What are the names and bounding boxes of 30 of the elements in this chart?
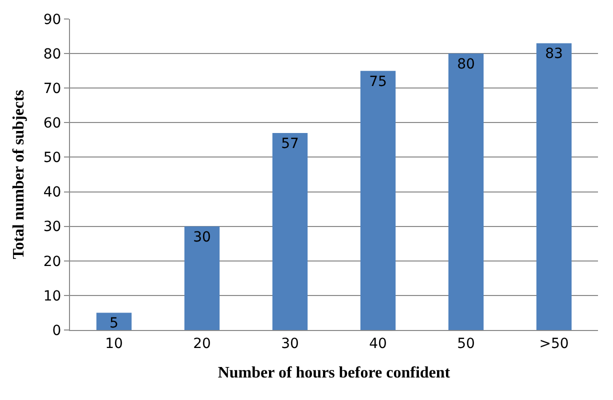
data-label: 5 (110, 316, 118, 332)
x-tick-label: 40 (369, 336, 387, 352)
y-tick-label: 70 (43, 81, 62, 98)
y-tick-label: 0 (52, 322, 62, 339)
y-tick-label: 60 (43, 116, 62, 132)
y-tick-label: 40 (43, 184, 62, 201)
bar (96, 312, 132, 330)
x-tick-label: 20 (193, 336, 211, 352)
x-tick-label: >50 (539, 336, 569, 352)
bar (184, 226, 220, 330)
y-tick-label: 90 (43, 12, 62, 28)
bar (536, 43, 572, 330)
data-label: 57 (281, 136, 299, 152)
y-tick-label: 10 (43, 288, 62, 304)
data-label: 75 (369, 74, 387, 90)
data-label: 30 (193, 229, 211, 246)
bar (360, 70, 396, 330)
x-axis-title: Number of hours before confident (218, 364, 451, 382)
y-tick-label: 20 (43, 254, 62, 270)
data-label: 83 (545, 46, 563, 62)
y-tick-label: 30 (43, 219, 62, 236)
bar (272, 133, 308, 330)
data-label: 80 (457, 56, 475, 73)
bar (448, 54, 484, 330)
x-tick-label: 10 (105, 336, 123, 352)
y-axis-title: Total number of subjects (10, 90, 28, 260)
y-tick-label: 80 (43, 46, 62, 62)
x-tick-label: 30 (281, 336, 299, 352)
y-tick-label: 50 (43, 150, 62, 166)
x-tick-label: 50 (457, 336, 475, 352)
